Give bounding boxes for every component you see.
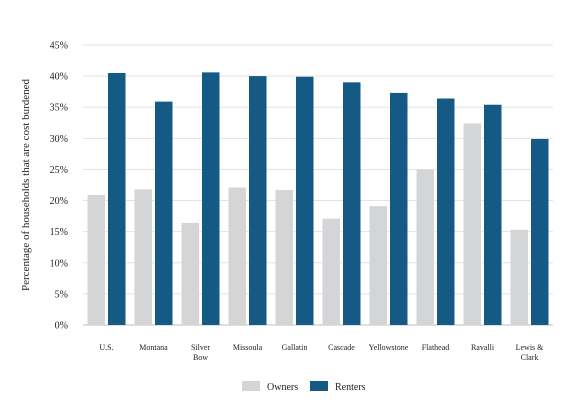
bar-owners <box>416 169 434 325</box>
bar-owners <box>134 189 152 325</box>
x-tick-label: Lewis & Clark <box>516 343 545 362</box>
bar-renters <box>296 76 314 325</box>
x-tick-label: Flathead <box>422 343 450 352</box>
bar-owners <box>275 189 293 325</box>
y-tick-label: 20% <box>50 196 68 207</box>
bar-renters <box>108 73 126 325</box>
bars <box>87 72 549 326</box>
bar-owners <box>87 194 105 325</box>
x-tick-label: U.S. <box>99 343 113 352</box>
y-tick-label: 5% <box>55 289 68 300</box>
legend-swatch-owners <box>242 381 260 391</box>
legend: Owners Renters <box>242 381 366 393</box>
gridlines <box>83 44 553 326</box>
y-axis-title: Percentage of households that are cost b… <box>20 79 32 291</box>
y-tick-label: 30% <box>50 134 68 145</box>
x-tick-label: Silver Bow <box>191 343 210 362</box>
y-tick-label: 40% <box>50 72 68 83</box>
bar-renters <box>249 76 267 325</box>
y-tick-label: 10% <box>50 258 68 269</box>
bar-renters <box>484 104 502 325</box>
bar-owners <box>463 123 481 326</box>
x-tick-label: Missoula <box>233 343 263 352</box>
legend-label-renters: Renters <box>335 382 366 393</box>
bar-renters <box>155 101 173 325</box>
bar-renters <box>531 138 549 325</box>
y-tick-label: 15% <box>50 227 68 238</box>
y-tick-label: 35% <box>50 103 68 114</box>
x-tick-label: Cascade <box>328 343 355 352</box>
bar-owners <box>181 222 199 325</box>
y-tick-label: 45% <box>50 41 68 52</box>
bar-owners <box>510 229 528 325</box>
y-tick-label: 0% <box>55 321 68 332</box>
bar-renters <box>343 82 361 325</box>
bar-owners <box>228 187 246 325</box>
y-tick-label: 25% <box>50 165 68 176</box>
bar-owners <box>369 206 387 325</box>
bar-renters <box>202 72 220 325</box>
bar-renters <box>437 98 455 325</box>
x-tick-label: Gallatin <box>282 343 308 352</box>
x-axis-labels: U.S. Montana Silver Bow Missoula Gallatin Casc… <box>99 343 544 362</box>
legend-swatch-renters <box>310 381 328 391</box>
x-tick-label: Yellowstone <box>369 343 409 352</box>
bar-renters <box>390 92 408 326</box>
bar-owners <box>322 218 340 325</box>
y-axis-ticks: 0% 5% 10% 15% 20% 25% 30% 35% 40% 45% <box>50 41 68 332</box>
legend-label-owners: Owners <box>267 382 298 393</box>
x-tick-label: Montana <box>139 343 168 352</box>
x-tick-label: Ravalli <box>471 343 495 352</box>
